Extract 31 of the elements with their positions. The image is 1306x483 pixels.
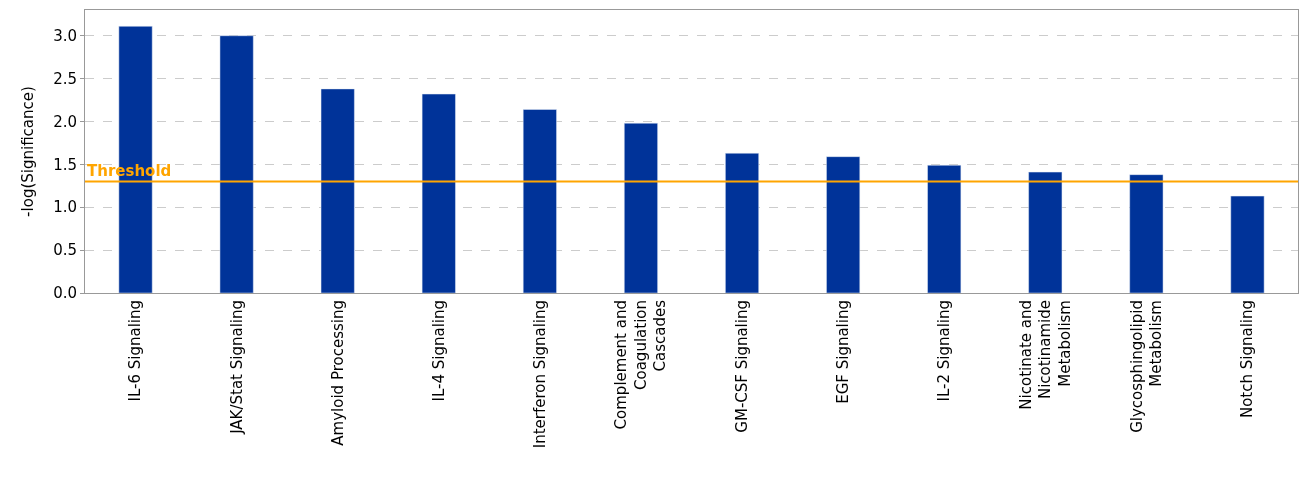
- bar: [522, 109, 557, 293]
- y-axis-title: -log(Significance): [19, 86, 38, 217]
- x-tick-label: IL-2 Signaling: [935, 300, 954, 402]
- x-tick-label: Glycosphingolipid Metabolism: [1127, 300, 1166, 433]
- y-tick-label: 2.5: [53, 69, 77, 88]
- bar: [320, 88, 355, 293]
- bar: [927, 164, 962, 293]
- y-tick-label: 0.5: [53, 241, 77, 260]
- bar: [826, 156, 861, 293]
- x-tick-label: IL-6 Signaling: [126, 300, 145, 402]
- x-tick-label: Interferon Signaling: [530, 300, 549, 449]
- x-tick-label: EGF Signaling: [833, 300, 852, 404]
- x-tick-label: Complement and Coagulation Cascades: [612, 299, 670, 430]
- x-tick-label: Amyloid Processing: [328, 300, 347, 446]
- bar: [219, 35, 254, 293]
- x-tick-label: JAK/Stat Signaling: [227, 300, 246, 435]
- y-tick-label: 1.5: [53, 155, 77, 174]
- y-tick-label: 3.0: [53, 26, 77, 45]
- bar: [725, 152, 759, 293]
- y-tick-label: 2.0: [53, 112, 77, 131]
- y-tick-label: 1.0: [53, 198, 77, 217]
- bar: [421, 93, 456, 293]
- x-tick-label: Notch Signaling: [1238, 300, 1257, 419]
- x-tick-label: IL-4 Signaling: [429, 300, 448, 402]
- y-tick-label: 0.0: [53, 284, 77, 303]
- x-tick-label: GM-CSF Signaling: [732, 300, 751, 433]
- bar: [1129, 174, 1164, 293]
- bar: [1028, 171, 1063, 293]
- bar: [1230, 195, 1265, 293]
- bar: [624, 122, 658, 293]
- x-tick-label: Nicotinate and Nicotinamide Metabolism: [1016, 300, 1074, 410]
